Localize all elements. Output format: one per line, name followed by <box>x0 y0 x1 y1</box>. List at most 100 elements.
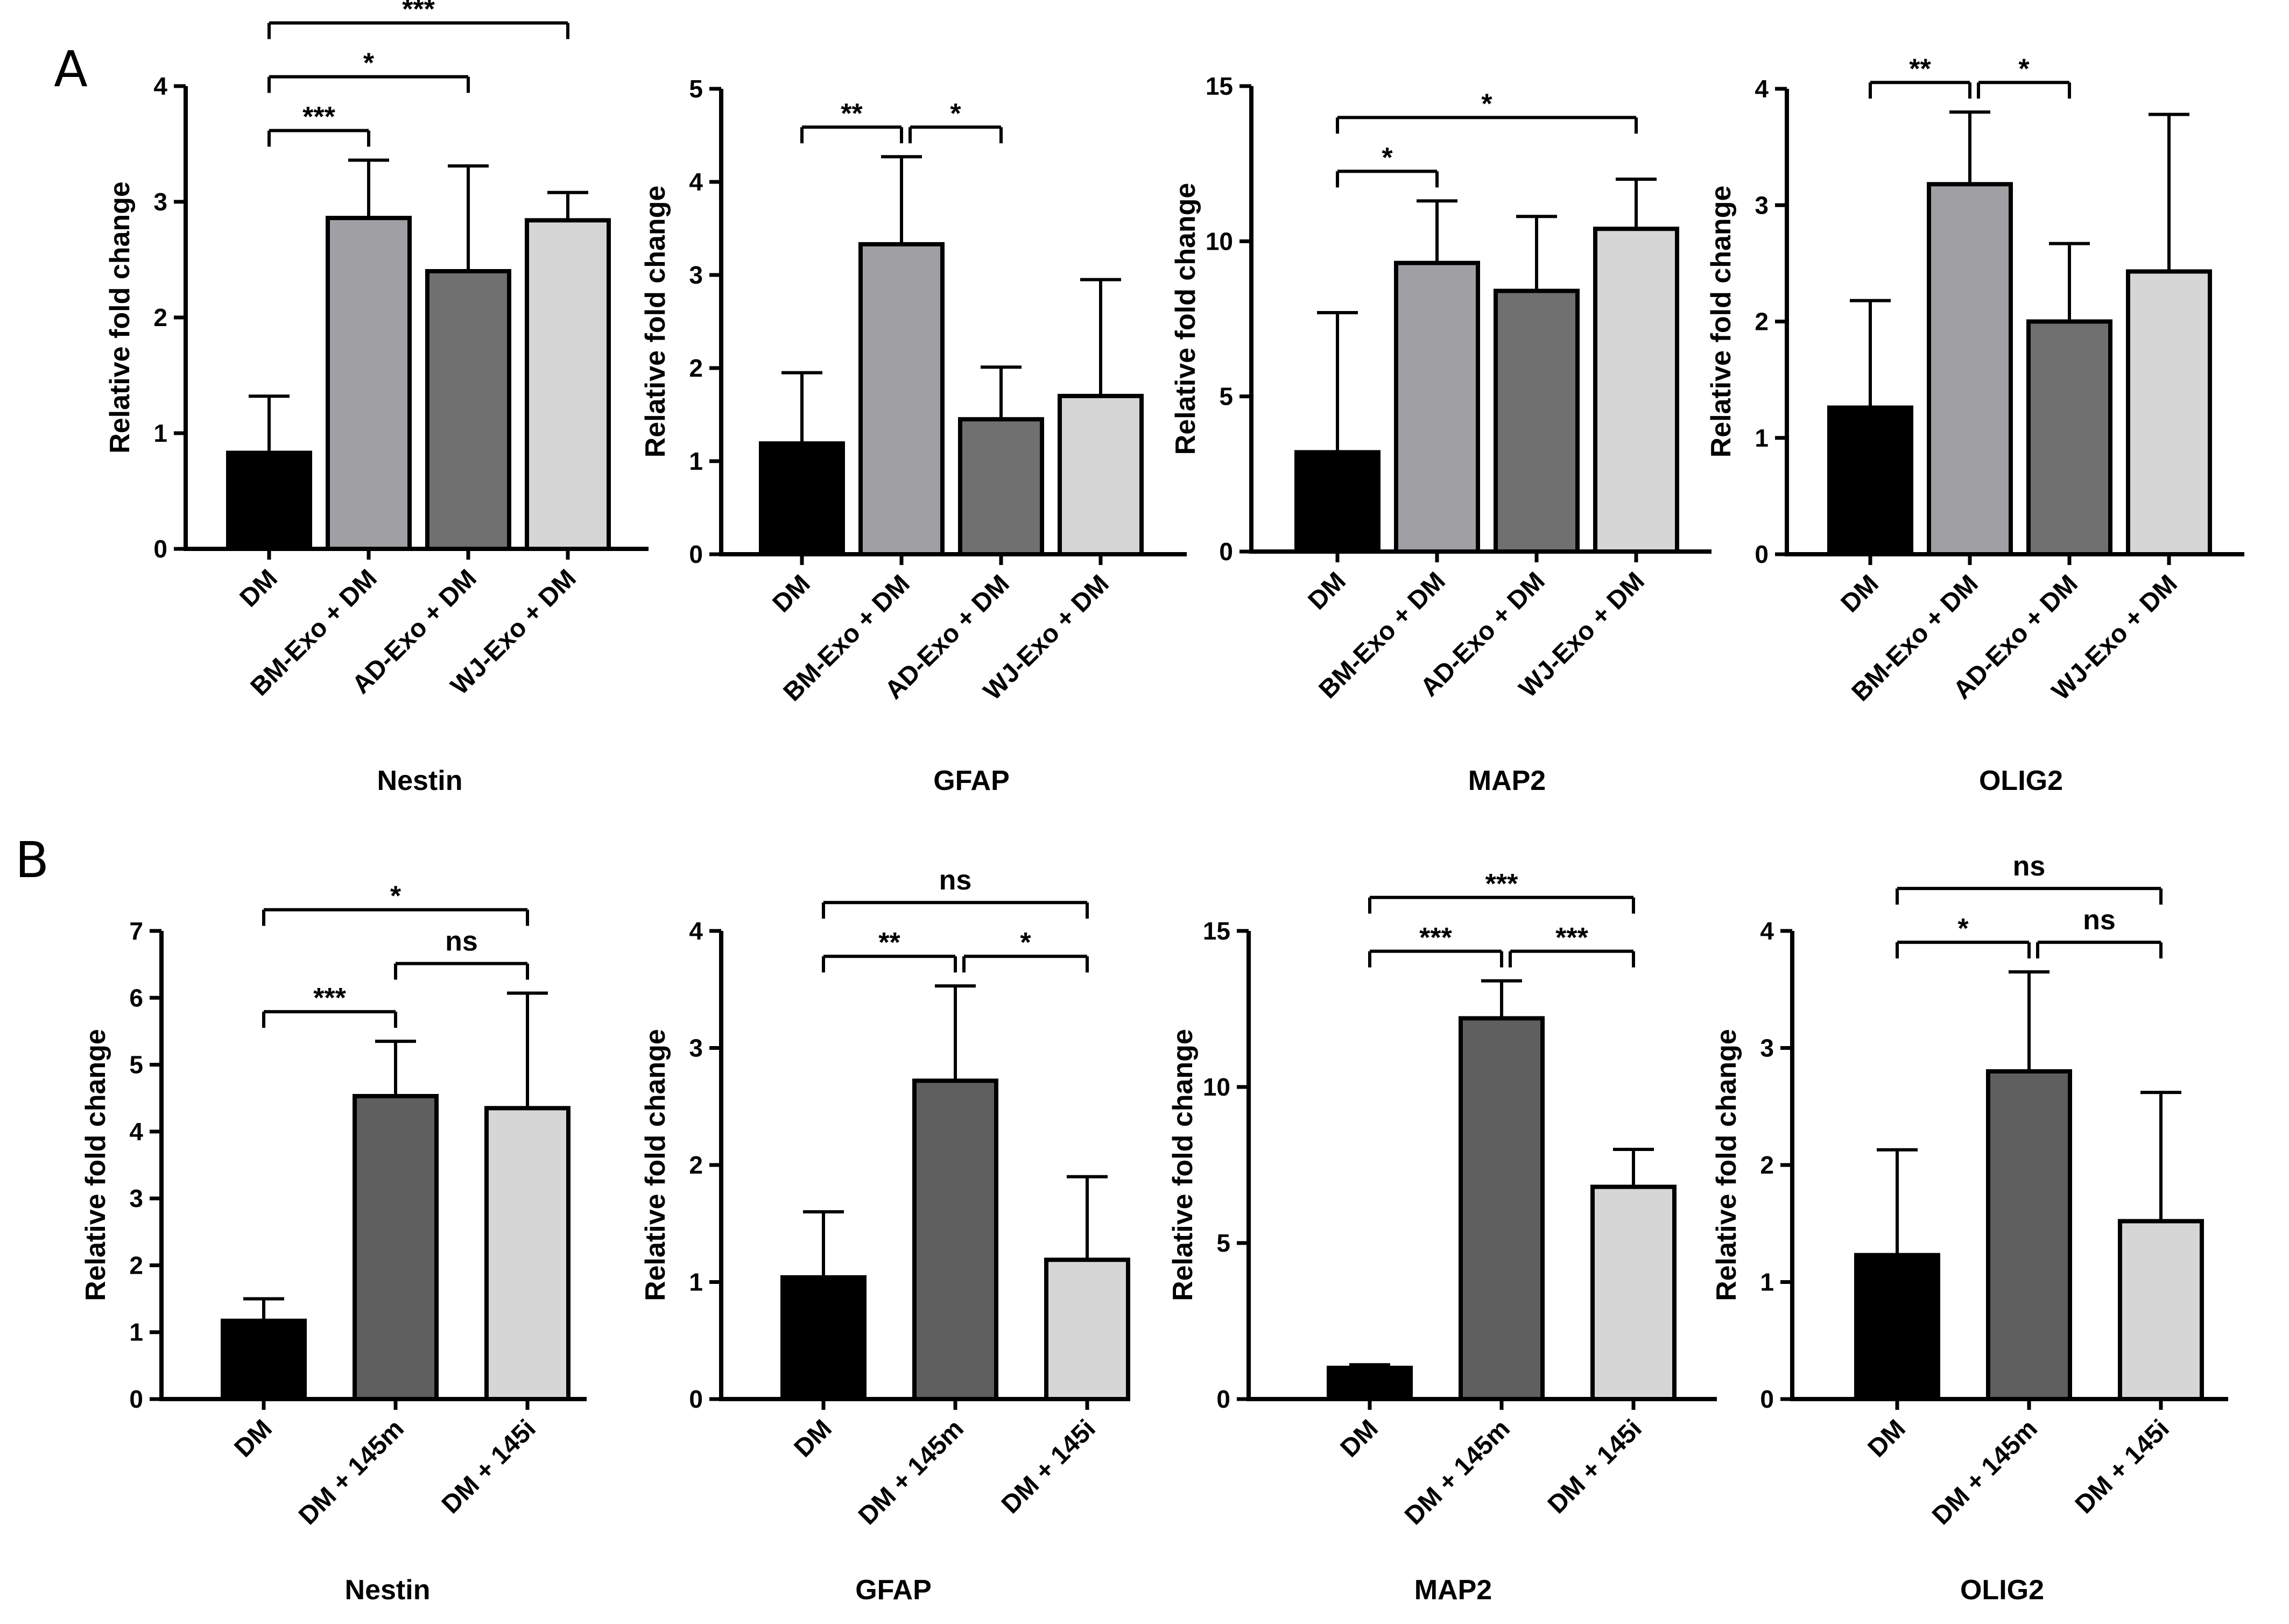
y-tick-label: 1 <box>1760 1268 1774 1296</box>
significance-label: ns <box>939 865 972 896</box>
bar-1 <box>221 1318 307 1401</box>
y-tick-label: 0 <box>1219 538 1233 566</box>
y-tick-label: 4 <box>1760 917 1774 945</box>
y-tick-label: 3 <box>689 261 703 289</box>
y-tick-label: 4 <box>689 168 703 196</box>
category-label: DM <box>1335 1414 1384 1463</box>
bar-1 <box>759 441 845 556</box>
significance-label: * <box>1481 88 1492 119</box>
y-axis-title: Relative fold change <box>1706 186 1737 458</box>
category-label: DM + 145m <box>1399 1414 1516 1530</box>
significance-label: * <box>1957 913 1969 944</box>
bar-2 <box>1459 1016 1545 1401</box>
category-label: DM <box>229 1414 278 1463</box>
bar-4 <box>525 218 611 551</box>
y-tick-label: 1 <box>689 447 703 475</box>
chart-b-gfap: 0 1 2 3 4 Relative fold change DM DM + 145m DM +… <box>640 865 1130 1606</box>
y-tick-label: 2 <box>1755 308 1769 336</box>
category-label: DM + 145i <box>996 1414 1101 1519</box>
gene-label: MAP2 <box>1468 765 1546 796</box>
bar-3 <box>1044 1258 1130 1402</box>
significance-label: * <box>950 98 961 129</box>
significance-label: ** <box>841 98 863 129</box>
category-label: DM + 145m <box>853 1414 969 1530</box>
category-label: DM <box>1863 1414 1911 1463</box>
bar-4 <box>1593 227 1679 554</box>
category-label: DM <box>1303 567 1351 615</box>
bar-3 <box>2026 319 2112 556</box>
y-tick-label: 6 <box>129 984 143 1012</box>
significance-label: * <box>390 881 402 912</box>
y-axis-title: Relative fold change <box>80 1029 111 1301</box>
y-tick-label: 1 <box>153 419 167 447</box>
bar-1 <box>780 1275 867 1402</box>
y-tick-label: 3 <box>689 1034 703 1062</box>
chart-b-olig2: 0 1 2 3 4 Relative fold change DM DM + 145m DM +… <box>1711 851 2228 1606</box>
y-tick-label: 0 <box>1760 1385 1774 1413</box>
y-tick-label: 2 <box>153 303 167 331</box>
gene-label: GFAP <box>933 765 1010 796</box>
bar-2 <box>858 242 945 557</box>
bar-3 <box>958 417 1044 557</box>
y-tick-label: 0 <box>689 540 703 568</box>
y-tick-label: 1 <box>1755 424 1769 452</box>
y-tick-label: 0 <box>153 535 167 563</box>
y-axis-title: Relative fold change <box>1167 1029 1199 1301</box>
significance-label: *** <box>402 0 435 25</box>
y-tick-label: 2 <box>689 1151 703 1179</box>
y-tick-label: 1 <box>689 1268 703 1296</box>
bar-2 <box>1394 260 1480 554</box>
significance-label: * <box>1020 927 1031 958</box>
y-tick-label: 2 <box>689 354 703 382</box>
bar-2 <box>326 216 412 552</box>
y-tick-label: 15 <box>1206 72 1233 100</box>
y-axis-title: Relative fold change <box>640 1029 671 1301</box>
category-label: DM + 145i <box>2070 1414 2175 1519</box>
y-tick-label: 10 <box>1203 1073 1230 1101</box>
category-label: DM + 145i <box>436 1414 541 1519</box>
y-tick-label: 7 <box>129 917 143 945</box>
y-tick-label: 0 <box>1755 540 1769 568</box>
significance-label: *** <box>1485 869 1518 900</box>
y-tick-label: 2 <box>129 1251 143 1279</box>
y-tick-label: 5 <box>1219 383 1233 411</box>
y-tick-label: 4 <box>1755 75 1769 103</box>
significance-label: *** <box>302 102 335 133</box>
y-tick-label: 0 <box>129 1385 143 1413</box>
bar-4 <box>1058 393 1144 557</box>
chart-b-nestin: 0 1 2 3 4 5 6 7 Relative fold change DM DM + 145m D… <box>80 881 587 1606</box>
y-axis-title: Relative fold change <box>1170 183 1201 455</box>
bar-1 <box>1854 1253 1940 1402</box>
significance-label: *** <box>1419 922 1452 954</box>
bar-3 <box>425 269 511 551</box>
y-tick-label: 5 <box>1216 1229 1230 1257</box>
gene-label: Nestin <box>345 1574 431 1606</box>
y-tick-label: 5 <box>129 1051 143 1079</box>
y-axis-title: Relative fold change <box>104 181 136 454</box>
y-tick-label: 4 <box>153 72 167 100</box>
significance-label: * <box>1382 142 1393 173</box>
gene-label: OLIG2 <box>1979 765 2063 796</box>
bar-1 <box>1294 450 1381 554</box>
category-label: DM <box>767 569 816 618</box>
bar-3 <box>1494 288 1580 554</box>
significance-label: * <box>2018 53 2030 84</box>
category-label: DM <box>789 1414 837 1463</box>
category-label: DM + 145m <box>1927 1414 2043 1530</box>
gene-label: MAP2 <box>1414 1574 1492 1606</box>
panel-letter-b: B <box>15 831 49 889</box>
y-tick-label: 0 <box>689 1385 703 1413</box>
y-tick-label: 5 <box>689 75 703 103</box>
bar-1 <box>226 450 312 551</box>
bar-2 <box>912 1078 998 1401</box>
chart-b-map2: 0 5 10 15 Relative fold change DM DM + 145m DM … <box>1167 869 1717 1606</box>
bar-2 <box>353 1093 439 1401</box>
category-label: DM + 145m <box>293 1414 410 1530</box>
gene-label: GFAP <box>855 1574 932 1606</box>
y-tick-label: 15 <box>1203 917 1230 945</box>
significance-label: ** <box>878 927 900 958</box>
